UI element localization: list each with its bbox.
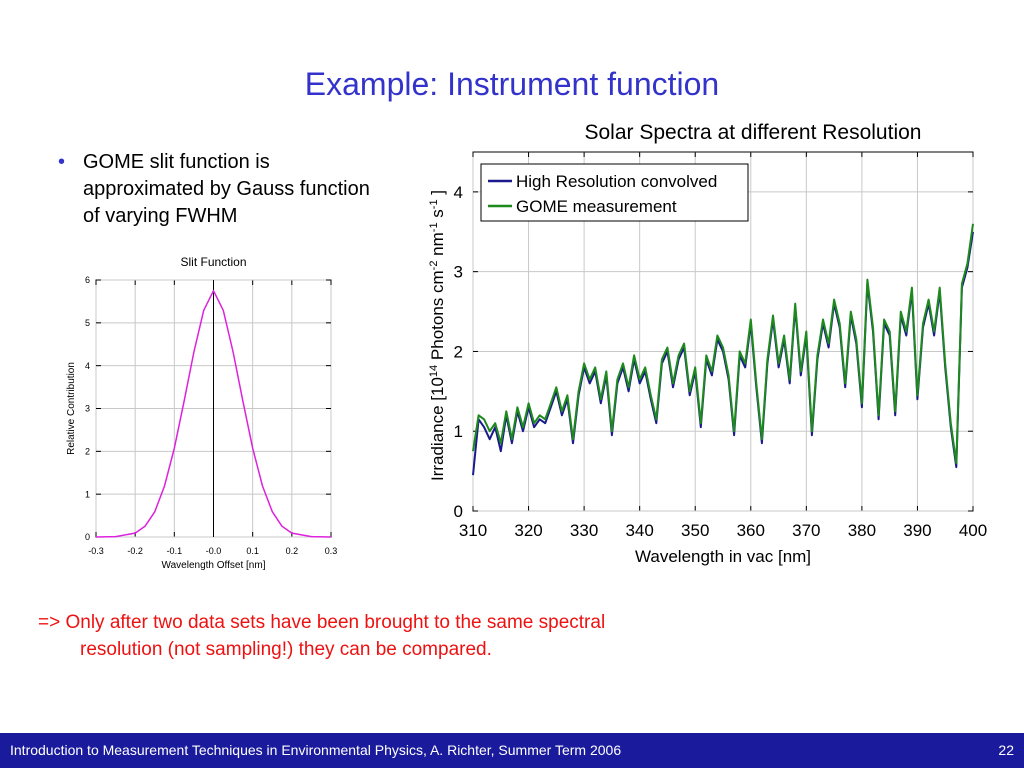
legend-box [480, 163, 749, 222]
y-axis-label-part: Photons cm [428, 270, 447, 365]
x-tick-label: 360 [737, 521, 765, 540]
y-axis-label-part: Irradiance [10 [428, 377, 447, 481]
x-tick-label: -0.2 [127, 546, 143, 556]
y-axis-label-superscript: -1 [428, 222, 440, 232]
y-tick-label: 0 [454, 502, 463, 521]
x-axis-label: Wavelength in vac [nm] [635, 547, 811, 566]
chart-title: Slit Function [180, 255, 246, 269]
x-tick-label: 310 [459, 521, 487, 540]
x-tick-label: 0.2 [286, 546, 299, 556]
y-axis-label-part: nm [428, 232, 447, 260]
y-axis-label: Irradiance [1014 Photons cm-2 nm-1 s-1 ] [428, 190, 447, 481]
x-tick-label: 0.1 [246, 546, 259, 556]
x-tick-label: 0.3 [325, 546, 338, 556]
series-line [472, 223, 974, 465]
y-axis-label: Relative Contribution [66, 362, 77, 455]
y-tick-label: 4 [85, 361, 90, 371]
x-tick-label: 370 [792, 521, 820, 540]
y-tick-label: 2 [85, 446, 90, 456]
y-tick-label: 3 [454, 263, 463, 282]
x-tick-label: -0.1 [167, 546, 183, 556]
x-tick-label: 400 [959, 521, 987, 540]
x-axis-label: Wavelength Offset [nm] [162, 560, 266, 571]
y-tick-label: 3 [85, 404, 90, 414]
x-tick-label: 340 [625, 521, 653, 540]
y-tick-label: 1 [454, 422, 463, 441]
x-tick-label: -0.0 [206, 546, 222, 556]
bullet-dot: • [58, 151, 66, 173]
legend-label: High Resolution convolved [516, 172, 717, 191]
y-axis-label-part: ] [428, 190, 447, 199]
legend-label: GOME measurement [516, 197, 677, 216]
x-tick-label: 330 [570, 521, 598, 540]
y-tick-label: 0 [85, 532, 90, 542]
conclusion-line-2: resolution (not sampling!) they can be c… [80, 639, 492, 660]
footer-bar: Introduction to Measurement Techniques i… [0, 733, 1024, 768]
y-axis-label-superscript: -1 [428, 199, 440, 209]
y-tick-label: 1 [85, 489, 90, 499]
y-axis-label-part: s [428, 209, 447, 222]
y-tick-label: 5 [85, 318, 90, 328]
slide-title: Example: Instrument function [304, 66, 720, 102]
y-axis-label-superscript: -2 [428, 261, 440, 271]
y-tick-label: 2 [454, 342, 463, 361]
x-tick-label: -0.3 [88, 546, 104, 556]
x-tick-label: 380 [848, 521, 876, 540]
footer-text: Introduction to Measurement Techniques i… [10, 742, 622, 758]
y-tick-label: 4 [454, 183, 463, 202]
chart-title: Solar Spectra at different Resolution [585, 121, 922, 144]
slit-curve [95, 289, 332, 538]
x-tick-label: 320 [514, 521, 542, 540]
page-number: 22 [998, 742, 1014, 758]
conclusion-text: => Only after two data sets have been br… [38, 609, 758, 663]
y-axis-label-superscript: 14 [428, 365, 440, 377]
bullet-text: GOME slit function is approximated by Ga… [83, 151, 370, 227]
conclusion-line-1: => Only after two data sets have been br… [38, 612, 606, 633]
y-tick-label: 6 [85, 275, 90, 285]
x-tick-label: 350 [681, 521, 709, 540]
x-tick-label: 390 [903, 521, 931, 540]
